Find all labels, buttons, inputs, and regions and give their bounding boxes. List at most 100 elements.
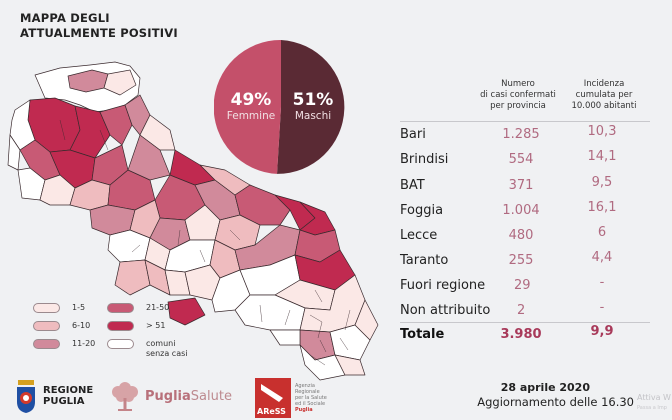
- logo-line: REGIONE: [43, 385, 94, 396]
- legend-label: 11-20: [72, 339, 96, 348]
- legend-swatch: [107, 339, 134, 349]
- row-casi: 554: [508, 152, 534, 167]
- legend-item-no-cases: comuni senza casi: [107, 339, 188, 358]
- regione-puglia-text: REGIONE PUGLIA: [43, 385, 93, 407]
- aress-mark-icon: [261, 384, 283, 402]
- row-casi: 1.004: [502, 203, 540, 218]
- row-incidenza: -: [599, 300, 605, 315]
- logo-line: Regionale: [295, 389, 320, 395]
- row-incidenza: 6: [597, 225, 607, 240]
- legend-label: 6-10: [72, 321, 91, 330]
- legend-swatch: [33, 321, 60, 331]
- logo-puglia-salute: PugliaSalute: [110, 380, 232, 412]
- legend-swatch: [33, 303, 60, 313]
- row-incidenza: 10,3: [587, 124, 617, 139]
- windows-activation-watermark-sub: Passa a Imp: [637, 405, 667, 411]
- row-provincia: Foggia: [400, 203, 444, 218]
- logo-line: Agenzia: [295, 383, 315, 389]
- pie-label-male: 51% Maschi: [280, 90, 346, 123]
- logo-line: per la Salute: [295, 395, 327, 401]
- row-provincia: Bari: [400, 127, 426, 142]
- male-label: Maschi: [294, 110, 332, 122]
- windows-activation-watermark: Attiva W: [637, 393, 671, 402]
- aress-box: AReSS: [255, 378, 291, 418]
- page-title: MAPPA DEGLI ATTUALMENTE POSITIVI: [20, 11, 178, 41]
- row-incidenza: 14,1: [587, 149, 617, 164]
- table-row-total: Totale 3.980 9,9: [400, 324, 650, 351]
- male-pct: 51%: [292, 90, 334, 110]
- row-casi: 255: [508, 253, 534, 268]
- row-provincia: Taranto: [400, 253, 449, 268]
- title-line-2: ATTUALMENTE POSITIVI: [20, 26, 178, 40]
- legend-label: 1-5: [72, 303, 86, 312]
- aress-box-text: AReSS: [257, 407, 286, 416]
- row-incidenza: -: [599, 275, 605, 290]
- header-line: Incidenza: [583, 79, 625, 89]
- pie-slice-male: [277, 40, 345, 174]
- legend-item-21-50: 21-50: [107, 303, 169, 313]
- row-provincia: Lecce: [400, 228, 438, 243]
- row-incidenza: 4,4: [591, 250, 613, 265]
- female-label: Femmine: [226, 110, 276, 122]
- row-casi: 2: [517, 303, 526, 318]
- table-row: Brindisi 554 14,1: [400, 149, 650, 176]
- report-date: 28 aprile 2020: [500, 381, 590, 394]
- row-incidenza: 9,5: [591, 175, 613, 190]
- logo-aress: AReSS Agenzia Regionale per la Salute ed…: [255, 378, 327, 418]
- pie-svg: [213, 39, 345, 174]
- footer-logos: REGIONE PUGLIA PugliaSalute AReSS Agenzi…: [15, 378, 345, 418]
- table-row: Taranto 255 4,4: [400, 250, 650, 277]
- header-line: Numero: [501, 79, 535, 89]
- legend-item-1-5: 1-5: [33, 303, 85, 313]
- legend-label: > 51: [146, 321, 166, 330]
- logo-bold: Puglia: [145, 388, 191, 404]
- total-divider: [400, 322, 650, 323]
- puglia-salute-text: PugliaSalute: [145, 389, 232, 404]
- gender-pie-chart: 49% Femmine 51% Maschi: [213, 39, 348, 174]
- table-row: Lecce 480 6: [400, 225, 650, 252]
- table-row: Foggia 1.004 16,1: [400, 200, 650, 227]
- legend-label-line2: senza casi: [146, 348, 188, 358]
- table-row: BAT 371 9,5: [400, 175, 650, 202]
- header-divider: [400, 121, 650, 122]
- female-pct: 49%: [230, 90, 272, 110]
- legend-label-line1: comuni: [146, 339, 176, 348]
- table-row: Fuori regione 29 -: [400, 275, 650, 302]
- aress-text: Agenzia Regionale per la Salute ed il So…: [295, 383, 327, 413]
- logo-regione-puglia: REGIONE PUGLIA: [15, 378, 93, 414]
- row-provincia: Non attribuito: [400, 303, 491, 318]
- row-casi: 3.980: [500, 327, 542, 342]
- row-casi: 29: [514, 278, 531, 293]
- legend-swatch: [33, 339, 60, 349]
- header-line: cumulata per: [575, 90, 633, 100]
- pie-label-female: 49% Femmine: [216, 90, 286, 123]
- tree-icon: [112, 382, 138, 411]
- header-line: di casi confermati: [480, 90, 556, 100]
- regione-puglia-shield-icon: [17, 380, 35, 413]
- legend-item-over-51: > 51: [107, 321, 165, 331]
- legend-item-6-10: 6-10: [33, 321, 90, 331]
- table-row: Bari 1.285 10,3: [400, 124, 650, 151]
- row-provincia: Fuori regione: [400, 278, 486, 293]
- logo-line: PUGLIA: [43, 396, 85, 407]
- column-header-incidenza: Incidenza cumulata per 10.000 abitanti: [564, 79, 644, 112]
- table-row: Non attribuito 2 -: [400, 300, 650, 327]
- row-incidenza: 9,9: [590, 324, 614, 339]
- row-casi: 480: [508, 228, 534, 243]
- legend-swatch: [107, 321, 134, 331]
- row-provincia: Totale: [400, 327, 445, 342]
- update-time: Aggiornamento delle 16.30: [477, 395, 634, 409]
- legend-label: comuni senza casi: [146, 339, 188, 358]
- legend-item-11-20: 11-20: [33, 339, 95, 349]
- legend-label: 21-50: [146, 303, 170, 312]
- column-header-numero: Numero di casi confermati per provincia: [468, 79, 568, 112]
- row-provincia: BAT: [400, 178, 425, 193]
- row-casi: 1.285: [502, 127, 540, 142]
- logo-light: Salute: [190, 388, 232, 404]
- title-line-1: MAPPA DEGLI: [20, 11, 110, 25]
- logo-line: ed il Sociale: [295, 401, 326, 407]
- legend-swatch: [107, 303, 134, 313]
- row-incidenza: 16,1: [587, 200, 617, 215]
- header-line: per provincia: [490, 101, 546, 111]
- logo-line-bold: Puglia: [295, 407, 313, 413]
